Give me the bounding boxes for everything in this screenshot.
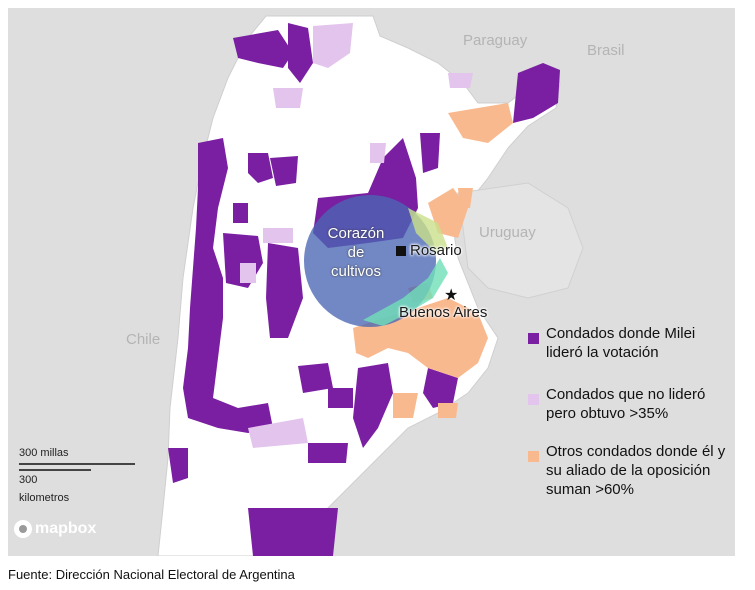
legend-label-over-60: Otros condados donde él y su aliado de l… <box>546 443 726 498</box>
heartland-label-line-3: cultivos <box>330 263 382 280</box>
buenos-aires-marker: ★ <box>444 285 458 304</box>
country-label-brasil: Brasil <box>587 42 625 59</box>
legend-item-milei-led: Condados donde Milei lideró la votación <box>528 324 731 362</box>
map-svg: ★ <box>19 15 584 556</box>
heartland-yellow-band <box>408 208 448 253</box>
mapbox-logo[interactable]: mapbox <box>14 520 96 538</box>
scale-label-km-unit: kilometros <box>19 492 70 504</box>
legend-swatch-over-60 <box>528 451 539 462</box>
legend-label-milei-led: Condados donde Milei lideró la votación <box>546 325 696 361</box>
legend-swatch-over-35 <box>528 394 539 405</box>
mapbox-logo-icon <box>14 520 32 538</box>
source-note: Fuente: Dirección Nacional Electoral de … <box>8 567 295 582</box>
map[interactable]: ★ Paraguay Brasil Uruguay Chile Corazón … <box>8 8 735 556</box>
legend-item-over-35: Condados que no lideró pero obtuvo >35% <box>528 385 731 423</box>
legend-label-over-35: Condados que no lideró pero obtuvo >35% <box>546 386 706 422</box>
city-label-rosario: Rosario <box>410 242 462 259</box>
mapbox-logo-text: mapbox <box>35 520 97 537</box>
city-label-buenos-aires: Buenos Aires <box>399 304 488 321</box>
country-label-paraguay: Paraguay <box>463 32 528 49</box>
scale-label-km-value: 300 <box>19 474 38 486</box>
heartland-circle <box>304 195 436 327</box>
country-label-chile: Chile <box>126 331 161 348</box>
uruguay-land <box>457 182 584 299</box>
legend-swatch-milei-led <box>528 333 539 344</box>
heartland-label-line-2: de <box>347 244 365 261</box>
country-label-uruguay: Uruguay <box>479 224 536 241</box>
rosario-marker <box>396 246 406 256</box>
heartland-green-band <box>363 258 448 326</box>
legend-item-over-60: Otros condados donde él y su aliado de l… <box>528 442 731 499</box>
scale-label-miles: 300 millas <box>19 447 69 459</box>
heartland-label-line-1: Corazón <box>327 225 385 242</box>
heartland-label: Corazón de cultivos <box>313 224 399 281</box>
